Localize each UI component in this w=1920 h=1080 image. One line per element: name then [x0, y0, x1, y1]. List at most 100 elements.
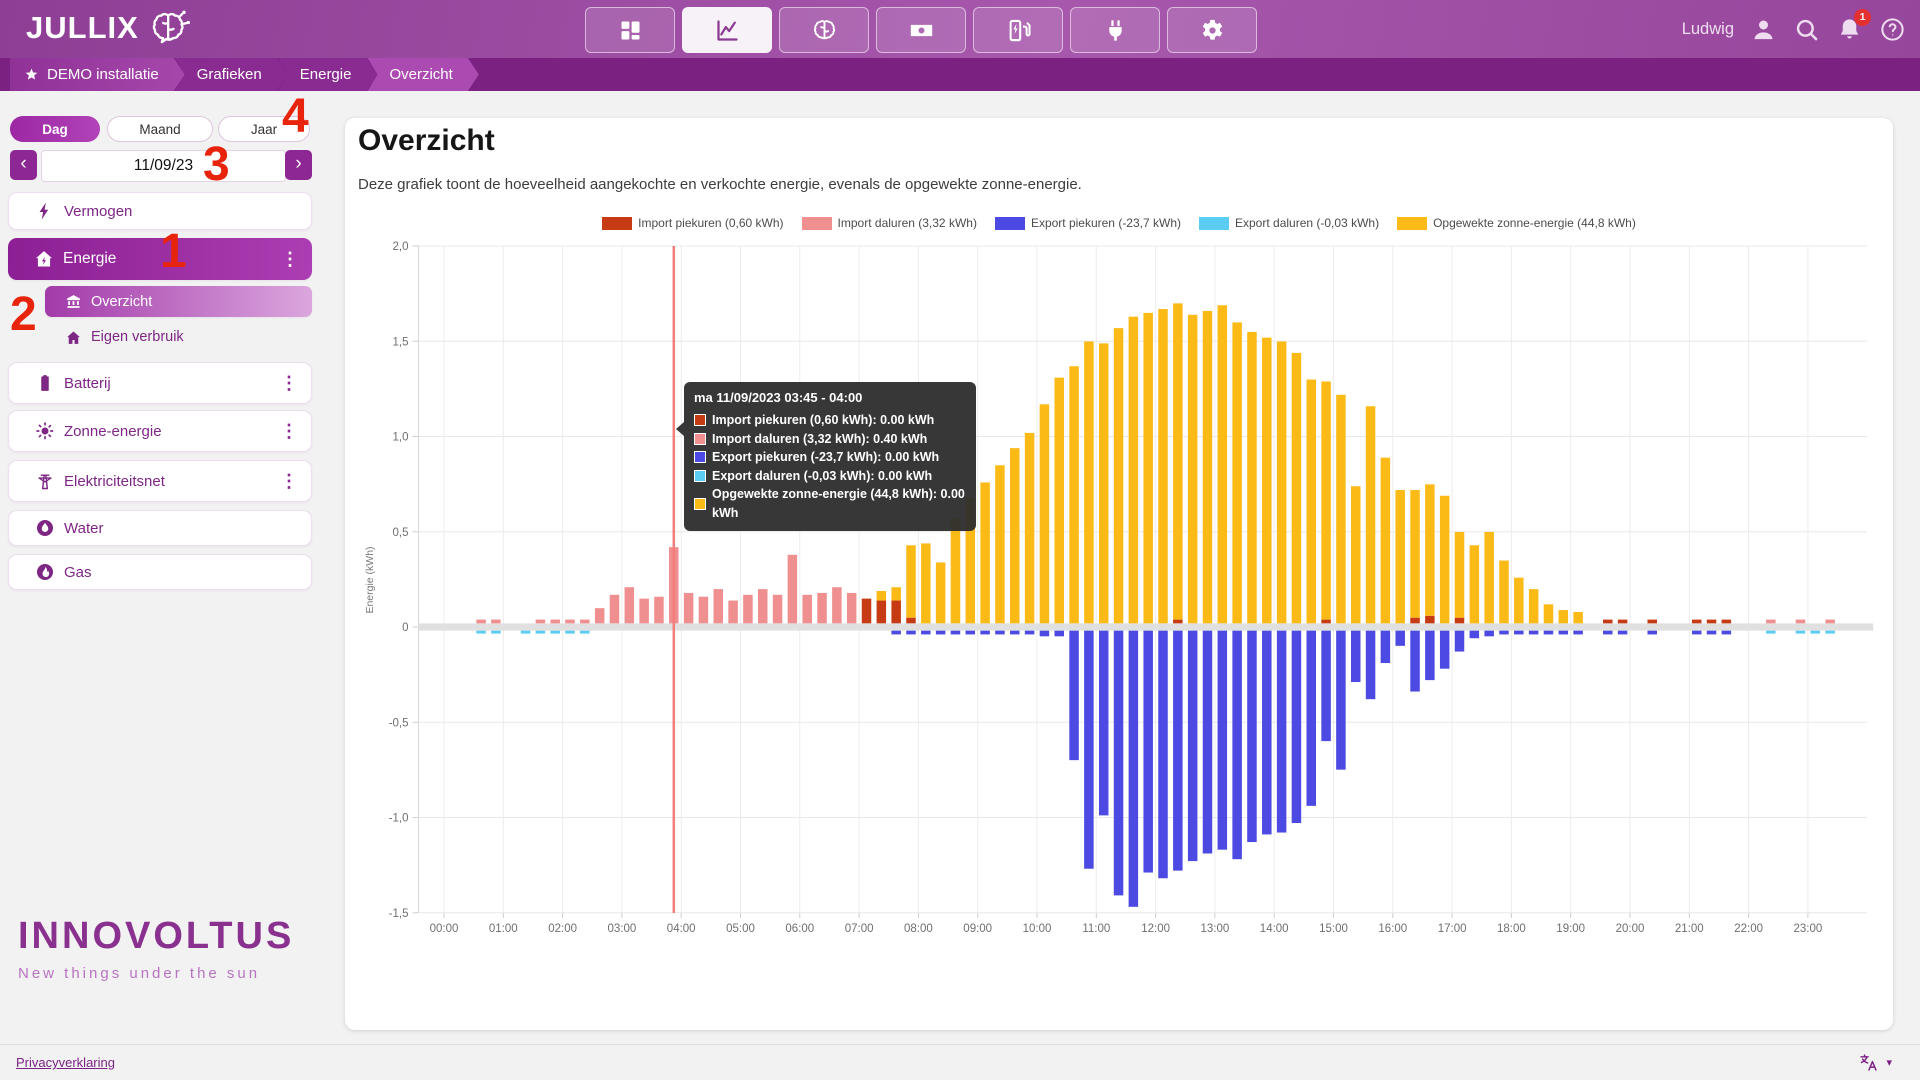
annotation-marker-3: 3	[203, 138, 230, 191]
tooltip-swatch	[694, 469, 706, 482]
x-tick-label: 11:00	[1082, 923, 1110, 935]
y-tick-label: 1,0	[393, 432, 409, 444]
legend-swatch	[1397, 216, 1428, 230]
breadcrumb-item-energie[interactable]: Energie	[278, 58, 378, 91]
bell-icon	[1840, 18, 1859, 38]
sidebar-item-gas[interactable]: Gas	[8, 554, 312, 590]
legend-label: Export piekuren (-23,7 kWh)	[1030, 216, 1181, 230]
legend-item[interactable]: Export daluren (-0,03 kWh)	[1199, 216, 1379, 230]
breadcrumb-item-demo-installatie[interactable]: DEMO installatie	[10, 58, 185, 91]
tooltip-arrow	[676, 422, 684, 436]
x-tick-label: 05:00	[726, 923, 755, 935]
sidebar-item-water[interactable]: Water	[8, 510, 312, 546]
sidebar-item-eigen-verbruik[interactable]: Eigen verbruik	[45, 323, 312, 351]
header-nav	[585, 7, 1257, 53]
x-tick-label: 10:00	[1023, 923, 1052, 935]
tooltip-row: Import piekuren (0,60 kWh): 0.00 kWh	[694, 411, 966, 430]
banknote-icon	[910, 24, 932, 36]
nav-ev-charger-button[interactable]	[973, 7, 1063, 53]
annotation-marker-1: 1	[160, 225, 187, 278]
tab-dag[interactable]: Dag	[10, 116, 100, 142]
plug-icon	[1108, 19, 1122, 41]
x-tick-label: 16:00	[1378, 923, 1407, 935]
x-tick-label: 17:00	[1438, 923, 1467, 935]
search-button[interactable]	[1793, 16, 1820, 43]
app-logo[interactable]: JULLIX	[26, 8, 192, 48]
chart-tooltip: ma 11/09/2023 03:45 - 04:00 Import pieku…	[676, 382, 976, 531]
page-title: Overzicht	[358, 124, 495, 157]
breadcrumb-item-overzicht[interactable]: Overzicht	[367, 58, 478, 91]
brain-logo-icon	[152, 10, 190, 44]
sidebar-item-zonne-energie[interactable]: Zonne-energie ⋮	[8, 410, 312, 452]
nav-gear-button[interactable]	[1167, 7, 1257, 53]
series-export-daluren[interactable]	[476, 630, 1835, 634]
tooltip-swatch	[694, 414, 706, 427]
kebab-menu-icon[interactable]: ⋮	[280, 470, 298, 491]
legend-item[interactable]: Opgewekte zonne-energie (44,8 kWh)	[1397, 216, 1636, 230]
legend-swatch	[1199, 216, 1229, 230]
notifications-button[interactable]: 1	[1836, 8, 1871, 43]
legend-swatch	[994, 216, 1025, 230]
sidebar-item-energie[interactable]: Energie ⋮	[8, 238, 312, 280]
breadcrumb-label: DEMO installatie	[47, 66, 159, 83]
annotation-marker-4: 4	[282, 90, 309, 143]
x-tick-label: 01:00	[489, 923, 518, 935]
x-tick-label: 20:00	[1616, 923, 1645, 935]
legend-item[interactable]: Import daluren (3,32 kWh)	[801, 216, 977, 230]
date-input[interactable]	[41, 150, 286, 182]
user-name[interactable]: Ludwig	[1681, 19, 1734, 38]
kebab-menu-icon[interactable]: ⋮	[280, 372, 298, 393]
kebab-menu-icon[interactable]: ⋮	[281, 248, 299, 269]
x-tick-label: 23:00	[1794, 923, 1823, 935]
y-tick-label: 2,0	[393, 241, 409, 253]
x-tick-label: 04:00	[667, 923, 696, 935]
tooltip-row-text: Import piekuren (0,60 kWh): 0.00 kWh	[712, 413, 935, 427]
user-area: Ludwig 1	[1682, 0, 1906, 58]
search-icon	[1796, 19, 1818, 40]
series-export-piekuren[interactable]	[891, 630, 1732, 907]
gear-icon	[1202, 19, 1222, 40]
legend-swatch	[801, 216, 832, 230]
y-tick-label: 0	[402, 622, 408, 634]
series-import-piekuren[interactable]	[861, 598, 1732, 624]
next-date-button[interactable]: ›	[285, 150, 312, 180]
tab-jaar[interactable]: Jaar	[218, 116, 310, 142]
privacy-link[interactable]: Privacyverklaring	[16, 1055, 115, 1070]
sidebar-item-overzicht[interactable]: Overzicht	[45, 286, 312, 317]
help-button[interactable]	[1879, 16, 1906, 43]
x-tick-label: 14:00	[1260, 923, 1289, 935]
tooltip-title: ma 11/09/2023 03:45 - 04:00	[694, 390, 863, 405]
legend-item[interactable]: Import piekuren (0,60 kWh)	[602, 216, 784, 230]
nav-plug-button[interactable]	[1070, 7, 1160, 53]
legend-label: Export daluren (-0,03 kWh)	[1235, 216, 1380, 230]
tooltip-row-text: Export daluren (-0,03 kWh): 0.00 kWh	[712, 468, 933, 483]
sidebar-item-vermogen[interactable]: Vermogen	[8, 192, 312, 230]
sidebar-item-label: Gas	[64, 563, 92, 581]
y-tick-label: 0,5	[393, 527, 409, 539]
sidebar-item-elektriciteitsnet[interactable]: Elektriciteitsnet ⋮	[8, 460, 312, 502]
y-axis-title: Energie (kWh)	[364, 546, 376, 613]
x-tick-label: 06:00	[785, 923, 814, 935]
nav-dashboard-button[interactable]	[585, 7, 675, 53]
nav-brain-button[interactable]	[779, 7, 869, 53]
breadcrumb-item-grafieken[interactable]: Grafieken	[175, 58, 288, 91]
language-selector[interactable]: ▾	[1858, 1052, 1892, 1073]
prev-date-button[interactable]: ‹	[10, 150, 37, 180]
nav-banknote-button[interactable]	[876, 7, 966, 53]
legend-item[interactable]: Export piekuren (-23,7 kWh)	[994, 216, 1181, 230]
tab-maand[interactable]: Maand	[107, 116, 213, 142]
kebab-menu-icon[interactable]: ⋮	[280, 420, 298, 441]
nav-line-chart-button[interactable]	[682, 7, 772, 53]
tower-icon	[38, 474, 52, 490]
y-tick-label: -0,5	[389, 717, 409, 729]
bell-icon	[1836, 16, 1863, 43]
chevron-down-icon: ▾	[1886, 1057, 1892, 1069]
user-avatar-button[interactable]	[1750, 16, 1777, 43]
x-tick-label: 07:00	[845, 923, 874, 935]
series-opgewekte-zonne-energie[interactable]	[876, 303, 1583, 624]
person-icon	[1754, 20, 1773, 39]
sidebar-item-batterij[interactable]: Batterij ⋮	[8, 362, 312, 404]
legend-swatch	[602, 216, 633, 230]
energy-chart[interactable]: 2,0 1,5 1,0 0,5 0 -0,5 -1,0 -1,5 00:00 01:00 02:00…	[345, 240, 1893, 940]
